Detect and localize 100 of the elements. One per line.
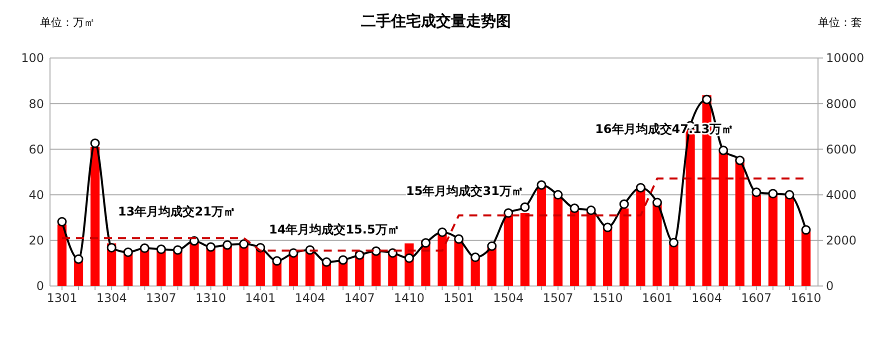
x-tick-label: 1404: [294, 291, 326, 305]
point: [718, 146, 728, 156]
y-tick-label: 0: [36, 279, 44, 294]
point: [106, 242, 116, 252]
bar: [487, 247, 496, 286]
point: [322, 257, 332, 267]
point: [354, 250, 364, 260]
bar: [438, 234, 447, 286]
point: [288, 248, 298, 258]
x-tick-label: 1501: [444, 291, 474, 305]
x-tick-label: 1304: [96, 291, 127, 305]
point: [784, 190, 794, 200]
x-tick-label: 1301: [46, 291, 78, 305]
point: [586, 206, 596, 216]
point: [602, 222, 612, 232]
y2-tick-label: 6000: [826, 142, 857, 156]
point: [636, 182, 646, 192]
bar: [718, 151, 728, 286]
point: [57, 216, 67, 226]
x-tick-label: 1507: [542, 291, 574, 305]
point: [140, 243, 150, 253]
bar: [553, 197, 563, 286]
point: [487, 241, 497, 251]
point: [553, 190, 563, 200]
point: [156, 244, 166, 254]
bar: [173, 250, 182, 286]
x-tick-label: 1607: [741, 291, 772, 305]
y2-axis-title: 单位：套: [818, 16, 862, 29]
bar: [140, 250, 150, 286]
bar: [801, 231, 811, 286]
x-tick-label: 1610: [790, 291, 822, 305]
point: [272, 256, 282, 266]
point: [222, 240, 232, 250]
bar: [652, 202, 662, 286]
point: [404, 253, 414, 263]
bar: [536, 186, 546, 286]
y-axis-title: 单位：万㎡: [40, 16, 95, 29]
bar: [90, 146, 100, 286]
x-tick-label: 1601: [642, 291, 672, 305]
x-tick-label: 1307: [146, 291, 176, 305]
point: [123, 248, 133, 258]
y-tick-label: 80: [28, 96, 44, 111]
point: [801, 225, 811, 235]
bar: [256, 248, 265, 286]
point: [420, 238, 430, 248]
point: [371, 246, 381, 256]
y2-tick-label: 8000: [826, 96, 857, 111]
point: [454, 234, 464, 244]
point: [619, 199, 629, 209]
x-tick-label: 1410: [394, 291, 424, 305]
y-tick-label: 20: [28, 234, 44, 248]
point: [338, 255, 348, 265]
bar: [636, 186, 646, 286]
y-tick-label: 40: [28, 188, 44, 202]
bar: [570, 210, 580, 286]
point: [768, 188, 778, 198]
y2-tick-label: 2000: [826, 234, 857, 248]
x-tick-label: 1401: [245, 291, 276, 305]
point: [668, 238, 678, 248]
bar: [156, 250, 166, 286]
bar: [190, 242, 199, 286]
x-tick-label: 1310: [196, 291, 226, 305]
x-tick-label: 1604: [692, 291, 722, 305]
bar: [57, 224, 67, 286]
annotation: 15年月均成交31万㎡: [406, 184, 524, 198]
point: [239, 239, 249, 249]
point: [504, 208, 514, 218]
point: [74, 254, 84, 264]
point: [702, 94, 712, 104]
annotation: 14年月均成交15.5万㎡: [269, 222, 400, 237]
point: [520, 202, 530, 212]
bar: [752, 194, 761, 286]
x-tick-label: 1510: [592, 291, 623, 305]
bar: [206, 247, 216, 286]
point: [652, 198, 662, 208]
point: [206, 242, 216, 252]
point: [570, 204, 580, 213]
x-tick-label: 1504: [493, 291, 524, 305]
point: [90, 138, 100, 148]
y-tick-label: 60: [28, 142, 44, 156]
annotation: 13年月均成交21万㎡: [118, 204, 236, 218]
x-tick-label: 1407: [344, 291, 375, 305]
point: [388, 248, 398, 258]
bar: [454, 241, 464, 286]
y2-tick-label: 4000: [826, 188, 857, 202]
chart-title: 二手住宅成交量走势图: [361, 12, 511, 30]
point: [536, 180, 546, 190]
bar: [603, 227, 612, 286]
bar: [669, 244, 678, 286]
bar: [620, 208, 629, 286]
bar: [586, 210, 596, 286]
bar: [520, 213, 530, 286]
point: [752, 188, 762, 198]
point: [172, 245, 182, 255]
y-tick-label: 100: [21, 51, 44, 66]
point: [735, 156, 745, 166]
point: [438, 227, 448, 237]
y2-tick-label: 0: [826, 279, 834, 294]
y2-tick-label: 10000: [826, 51, 864, 66]
point: [470, 252, 480, 262]
